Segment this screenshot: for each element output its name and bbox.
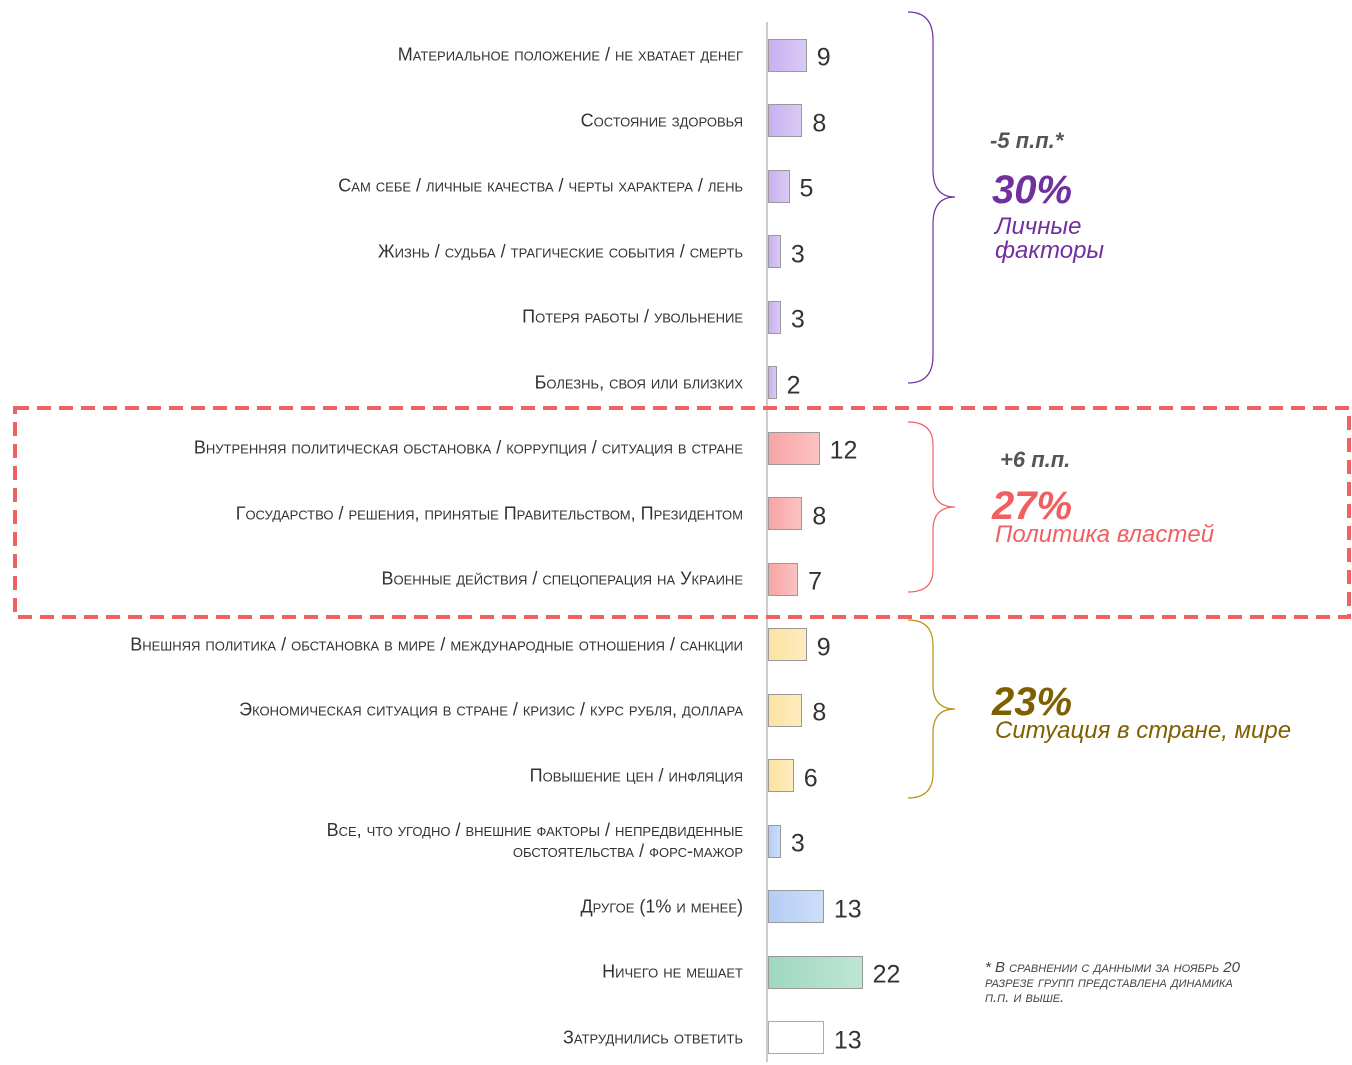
highlight-box bbox=[13, 406, 1351, 619]
category-label: Потеря работы / увольнение bbox=[522, 306, 743, 327]
bar bbox=[768, 497, 803, 530]
category-label: Государство / решения, принятые Правител… bbox=[235, 503, 743, 523]
bracket bbox=[907, 11, 956, 384]
bar bbox=[768, 1021, 824, 1054]
value-label: 7 bbox=[808, 567, 822, 596]
change-label: +6 п.п. bbox=[1000, 447, 1071, 472]
category-label: Затруднились ответить bbox=[562, 1027, 743, 1047]
bar bbox=[768, 824, 781, 858]
footnote-line: разрезе групп представлена динамика bbox=[985, 974, 1233, 991]
category-label: Повышение цен / инфляция bbox=[529, 765, 743, 785]
share-label: 27% bbox=[992, 484, 1073, 528]
bar bbox=[768, 431, 820, 465]
category-label: Состояние здоровья bbox=[580, 110, 743, 130]
value-label: 3 bbox=[790, 305, 805, 334]
category-label: Другое (1% и менее) bbox=[580, 896, 743, 916]
bar bbox=[768, 235, 781, 268]
value-label: 6 bbox=[803, 764, 818, 792]
bar bbox=[768, 169, 790, 203]
value-label: 3 bbox=[790, 240, 805, 268]
value-label: 3 bbox=[790, 829, 805, 858]
category-label: Болезнь, своя или близких bbox=[534, 372, 743, 392]
value-label: 2 bbox=[786, 371, 801, 399]
value-label: 9 bbox=[816, 43, 831, 72]
bar bbox=[768, 628, 807, 661]
category-label: Внутренняя политическая обстановка / кор… bbox=[193, 437, 743, 458]
bar bbox=[768, 562, 799, 596]
bracket bbox=[907, 619, 956, 799]
bar bbox=[768, 693, 803, 727]
bar bbox=[768, 104, 803, 137]
bar bbox=[768, 300, 781, 334]
footnote-line: * В сравнении с данными за ноябрь 20 bbox=[985, 959, 1240, 976]
value-label: 8 bbox=[812, 502, 827, 530]
value-label: 5 bbox=[799, 174, 814, 203]
footnote: * В сравнении с данными за ноябрь 20 раз… bbox=[985, 960, 1240, 1005]
value-label: 8 bbox=[812, 698, 827, 727]
group-label: Ситуация в стране, мире bbox=[995, 717, 1292, 744]
value-label: 12 bbox=[829, 436, 858, 465]
bar bbox=[768, 38, 807, 72]
bar bbox=[768, 890, 824, 923]
category-label: Военные действия / спецоперация на Украи… bbox=[381, 568, 744, 589]
category-label: Внешняя политика / обстановка в мире / м… bbox=[130, 634, 743, 654]
value-label: 13 bbox=[833, 1026, 862, 1054]
bar bbox=[768, 366, 777, 399]
value-label: 8 bbox=[812, 109, 827, 137]
group-label: Политика властей bbox=[995, 521, 1215, 548]
group-label: Личные факторы bbox=[995, 213, 1105, 264]
value-label: 13 bbox=[833, 895, 862, 923]
category-label: Экономическая ситуация в стране / кризис… bbox=[239, 699, 743, 720]
bar bbox=[768, 759, 794, 792]
category-label: Ничего не мешает bbox=[602, 961, 743, 982]
share-label: 30% bbox=[992, 168, 1073, 212]
category-label: Все, что угодно / внешние факторы / непр… bbox=[326, 820, 743, 861]
change-label: -5 п.п.* bbox=[990, 128, 1064, 153]
share-label: 23% bbox=[992, 680, 1073, 724]
category-label: Сам себе / личные качества / черты харак… bbox=[338, 175, 743, 196]
bracket bbox=[907, 421, 956, 593]
value-label: 9 bbox=[816, 633, 831, 661]
value-label: 22 bbox=[872, 960, 901, 989]
category-label: Жизнь / судьба / трагические события / с… bbox=[378, 241, 743, 261]
category-label: Материальное положение / не хватает дене… bbox=[397, 44, 743, 65]
bar bbox=[768, 955, 863, 989]
footnote-line: п.п. и выше. bbox=[985, 989, 1065, 1006]
